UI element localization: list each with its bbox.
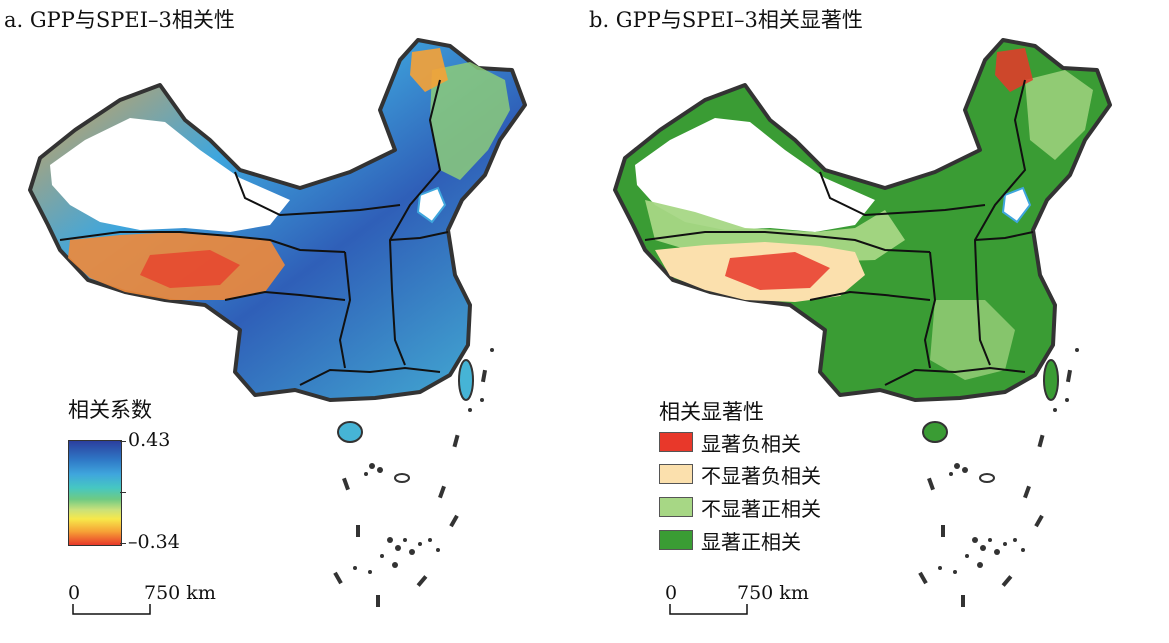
colorbar-title: 相关系数 (68, 398, 152, 422)
legend-swatch (659, 530, 693, 550)
scale-bar (669, 604, 748, 615)
taiwan-island (1043, 359, 1059, 401)
colorbar-max-label: 0.43 (128, 429, 171, 451)
legend-item-sig-positive: 显著正相关 (659, 528, 801, 554)
colorbar-min-label: –0.34 (128, 531, 180, 553)
panel-a-correlation-map: a. GPP与SPEI–3相关性 相关系数 0.43 –0.34 0 750 k… (0, 0, 584, 643)
legend-label: 不显著正相关 (701, 496, 821, 521)
legend-swatch (659, 464, 693, 484)
scale-bar-zero: 0 (68, 582, 81, 604)
no-data-area (635, 118, 875, 232)
colorbar (68, 440, 122, 546)
legend-swatch (659, 497, 693, 517)
plateau-red-patch (140, 250, 240, 288)
south-china-sea-islands (333, 348, 494, 607)
scale-bar-distance: 750 km (737, 582, 809, 604)
legend-item-nonsig-positive: 不显著正相关 (659, 495, 821, 521)
northeast-negative-patch (995, 48, 1033, 92)
taiwan-island (458, 359, 474, 401)
colorbar-tick-min (120, 543, 126, 544)
map-a (28, 38, 527, 607)
hainan-island (922, 421, 948, 443)
panel-b-title: b. GPP与SPEI–3相关显著性 (589, 8, 863, 32)
south-china-sea-islands (918, 348, 1079, 607)
map-b (613, 38, 1112, 607)
bohai-sea (1001, 186, 1032, 224)
legend-swatch (659, 432, 693, 452)
northeast-mixed-area (430, 62, 510, 180)
significance-legend-title: 相关显著性 (659, 400, 764, 424)
legend-item-sig-negative: 显著负相关 (659, 430, 801, 456)
colorbar-tick-max (120, 441, 126, 442)
bohai-sea (416, 186, 447, 224)
scale-bar-zero: 0 (665, 582, 678, 604)
panel-b-significance-map: b. GPP与SPEI–3相关显著性 相关显著性 显著负相关 不显著负相关 不显… (585, 0, 1169, 643)
panel-a-title: a. GPP与SPEI–3相关性 (4, 8, 235, 32)
legend-label: 不显著负相关 (701, 463, 821, 488)
hainan-island (337, 421, 363, 443)
east-nonsig-positive-patch (930, 300, 1015, 380)
region-boundaries (644, 79, 1034, 386)
colorbar-tick-mid (120, 492, 126, 493)
plateau-significant-negative (725, 252, 830, 290)
northeast-nonsig-patch (1025, 70, 1093, 160)
scale-bar (72, 604, 151, 615)
legend-label: 显著正相关 (701, 529, 801, 554)
no-data-area (50, 118, 290, 232)
legend-item-nonsig-negative: 不显著负相关 (659, 462, 821, 488)
legend-label: 显著负相关 (701, 431, 801, 456)
northeast-orange-patch (410, 48, 448, 92)
region-boundaries (59, 79, 449, 386)
scale-bar-distance: 750 km (144, 582, 216, 604)
